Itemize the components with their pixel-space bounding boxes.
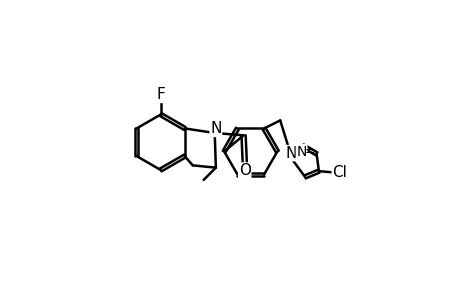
Text: =: = (304, 145, 314, 158)
Text: N: N (285, 146, 296, 160)
Text: N: N (296, 145, 306, 158)
Text: N: N (210, 122, 221, 136)
Text: F: F (156, 87, 165, 102)
Text: Cl: Cl (331, 165, 347, 180)
Text: O: O (238, 163, 250, 178)
